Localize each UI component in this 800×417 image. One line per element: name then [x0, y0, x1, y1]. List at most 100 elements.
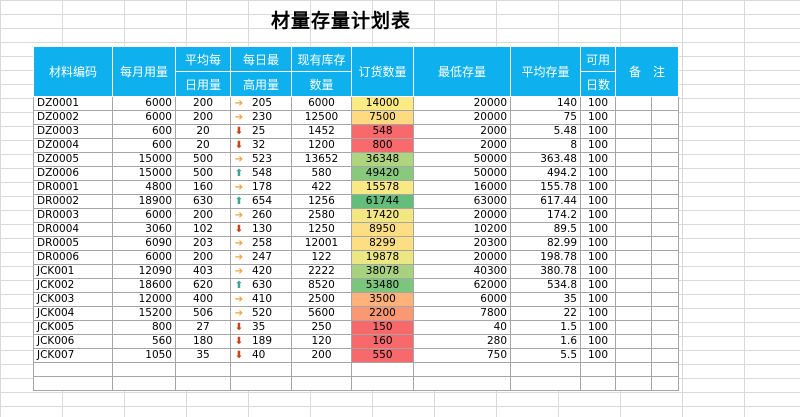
cell-monthly[interactable]: 12090 — [112, 264, 176, 279]
empty-cell[interactable] — [580, 362, 616, 377]
cell-min-stock[interactable]: 20300 — [413, 236, 511, 251]
cell-code[interactable]: DZ0001 — [33, 96, 113, 111]
cell-peak-daily[interactable]: ➔ 523 — [230, 152, 292, 167]
cell-avg-daily[interactable]: 35 — [175, 348, 231, 363]
cell-monthly[interactable]: 15200 — [112, 306, 176, 321]
cell-min-stock[interactable]: 50000 — [413, 166, 511, 181]
empty-cell[interactable] — [651, 362, 679, 377]
empty-cell[interactable] — [291, 376, 352, 391]
cell-remark-extra[interactable] — [651, 152, 679, 167]
cell-order[interactable]: 61744 — [351, 194, 414, 209]
empty-cell[interactable] — [230, 362, 292, 377]
cell-order[interactable]: 550 — [351, 348, 414, 363]
cell-remark-extra[interactable] — [651, 264, 679, 279]
cell-min-stock[interactable]: 20000 — [413, 250, 511, 265]
cell-remark-extra[interactable] — [651, 222, 679, 237]
cell-monthly[interactable]: 18900 — [112, 194, 176, 209]
cell-min-stock[interactable]: 20000 — [413, 96, 511, 111]
cell-monthly[interactable]: 4800 — [112, 180, 176, 195]
empty-cell[interactable] — [291, 362, 352, 377]
cell-code[interactable]: JCK007 — [33, 348, 113, 363]
cell-avg-daily[interactable]: 27 — [175, 320, 231, 335]
cell-days[interactable]: 100 — [580, 278, 616, 293]
cell-code[interactable]: DR0002 — [33, 194, 113, 209]
cell-remark[interactable] — [615, 278, 652, 293]
cell-avg-stock[interactable]: 380.78 — [510, 264, 581, 279]
cell-min-stock[interactable]: 280 — [413, 334, 511, 349]
cell-avg-daily[interactable]: 203 — [175, 236, 231, 251]
cell-min-stock[interactable]: 2000 — [413, 138, 511, 153]
cell-remark-extra[interactable] — [651, 124, 679, 139]
cell-code[interactable]: DR0001 — [33, 180, 113, 195]
cell-min-stock[interactable]: 62000 — [413, 278, 511, 293]
cell-remark-extra[interactable] — [651, 306, 679, 321]
cell-remark[interactable] — [615, 348, 652, 363]
empty-cell[interactable] — [33, 376, 113, 391]
cell-stock[interactable]: 2580 — [291, 208, 352, 223]
empty-cell[interactable] — [351, 362, 414, 377]
cell-avg-daily[interactable]: 620 — [175, 278, 231, 293]
cell-stock[interactable]: 122 — [291, 250, 352, 265]
cell-code[interactable]: DZ0004 — [33, 138, 113, 153]
cell-avg-stock[interactable]: 75 — [510, 110, 581, 125]
cell-avg-stock[interactable]: 140 — [510, 96, 581, 111]
cell-avg-stock[interactable]: 5.48 — [510, 124, 581, 139]
cell-monthly[interactable]: 15000 — [112, 152, 176, 167]
cell-remark-extra[interactable] — [651, 348, 679, 363]
cell-stock[interactable]: 1452 — [291, 124, 352, 139]
cell-order[interactable]: 38078 — [351, 264, 414, 279]
cell-stock[interactable]: 120 — [291, 334, 352, 349]
cell-peak-daily[interactable]: ⬇ 35 — [230, 320, 292, 335]
cell-peak-daily[interactable]: ➔ 420 — [230, 264, 292, 279]
cell-min-stock[interactable]: 40300 — [413, 264, 511, 279]
cell-avg-daily[interactable]: 160 — [175, 180, 231, 195]
cell-avg-stock[interactable]: 174.2 — [510, 208, 581, 223]
cell-order[interactable]: 3500 — [351, 292, 414, 307]
cell-remark-extra[interactable] — [651, 292, 679, 307]
cell-min-stock[interactable]: 6000 — [413, 292, 511, 307]
cell-stock[interactable]: 6000 — [291, 96, 352, 111]
cell-remark[interactable] — [615, 320, 652, 335]
cell-days[interactable]: 100 — [580, 250, 616, 265]
cell-stock[interactable]: 12500 — [291, 110, 352, 125]
cell-remark[interactable] — [615, 250, 652, 265]
cell-avg-stock[interactable]: 1.6 — [510, 334, 581, 349]
cell-min-stock[interactable]: 10200 — [413, 222, 511, 237]
cell-order[interactable]: 17420 — [351, 208, 414, 223]
cell-peak-daily[interactable]: ⬆ 630 — [230, 278, 292, 293]
cell-avg-daily[interactable]: 200 — [175, 110, 231, 125]
cell-monthly[interactable]: 800 — [112, 320, 176, 335]
empty-cell[interactable] — [510, 376, 581, 391]
cell-avg-stock[interactable]: 1.5 — [510, 320, 581, 335]
empty-cell[interactable] — [230, 376, 292, 391]
cell-remark[interactable] — [615, 138, 652, 153]
cell-remark[interactable] — [615, 152, 652, 167]
cell-remark[interactable] — [615, 334, 652, 349]
cell-stock[interactable]: 2500 — [291, 292, 352, 307]
cell-avg-stock[interactable]: 534.8 — [510, 278, 581, 293]
cell-days[interactable]: 100 — [580, 222, 616, 237]
cell-avg-stock[interactable]: 82.99 — [510, 236, 581, 251]
cell-days[interactable]: 100 — [580, 194, 616, 209]
empty-cell[interactable] — [175, 376, 231, 391]
cell-days[interactable]: 100 — [580, 306, 616, 321]
empty-cell[interactable] — [413, 376, 511, 391]
cell-remark[interactable] — [615, 124, 652, 139]
cell-remark[interactable] — [615, 166, 652, 181]
cell-stock[interactable]: 12001 — [291, 236, 352, 251]
cell-order[interactable]: 2200 — [351, 306, 414, 321]
cell-remark-extra[interactable] — [651, 110, 679, 125]
cell-stock[interactable]: 1256 — [291, 194, 352, 209]
cell-code[interactable]: DZ0002 — [33, 110, 113, 125]
cell-peak-daily[interactable]: ⬇ 130 — [230, 222, 292, 237]
cell-monthly[interactable]: 6000 — [112, 110, 176, 125]
cell-monthly[interactable]: 3060 — [112, 222, 176, 237]
cell-days[interactable]: 100 — [580, 96, 616, 111]
cell-order[interactable]: 7500 — [351, 110, 414, 125]
cell-min-stock[interactable]: 63000 — [413, 194, 511, 209]
cell-days[interactable]: 100 — [580, 334, 616, 349]
cell-avg-daily[interactable]: 180 — [175, 334, 231, 349]
cell-avg-daily[interactable]: 506 — [175, 306, 231, 321]
empty-cell[interactable] — [33, 362, 113, 377]
cell-days[interactable]: 100 — [580, 166, 616, 181]
